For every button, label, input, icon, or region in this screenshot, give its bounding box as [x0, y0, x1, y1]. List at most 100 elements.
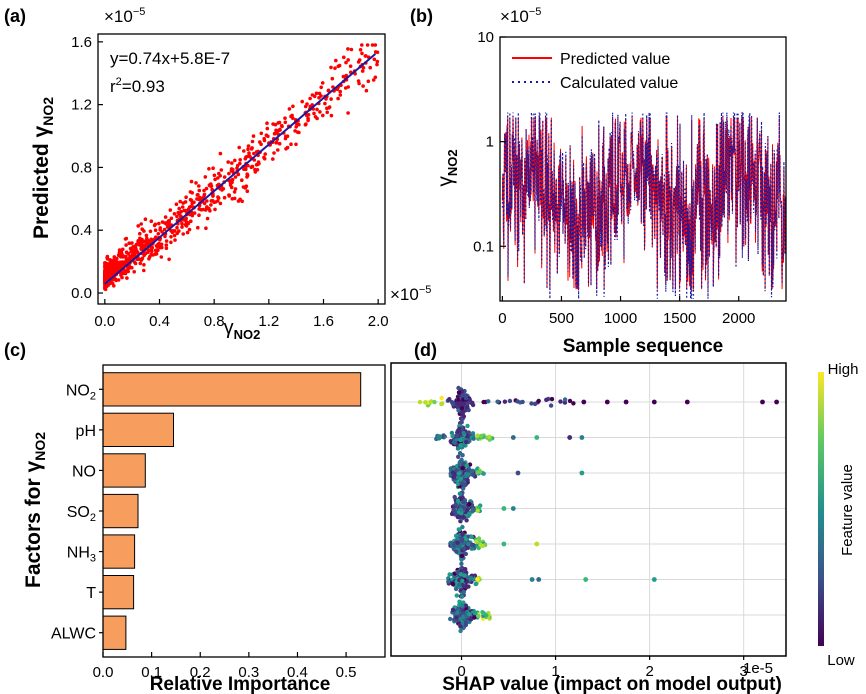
panel-d-point [458, 437, 463, 443]
panel-a-point [180, 205, 185, 209]
panel-a-point [334, 58, 338, 63]
panel-d-point [462, 482, 467, 488]
panel-c-x-tick-label: 0.3 [238, 664, 259, 681]
panel-a-point [375, 62, 379, 67]
panel-a-x-tick-label: 0.0 [94, 313, 115, 330]
panel-a-point [139, 243, 143, 248]
panel-d-point [458, 443, 463, 448]
panel-d-colorbar [818, 372, 824, 646]
panel-d-point [447, 397, 452, 402]
panel-a-point [212, 200, 216, 204]
panel-a-point [142, 229, 146, 233]
panel-d-point [459, 594, 465, 599]
panel-a-x-tick-label: 0.8 [204, 313, 225, 330]
panel-a-point [105, 254, 110, 259]
panel-a-y-tick-label: 0.0 [71, 285, 92, 302]
panel-d-point [460, 532, 465, 537]
panel-a-point [277, 141, 282, 146]
panel-a-point [230, 197, 235, 201]
panel-a-point [250, 146, 254, 150]
panel-a-point [283, 120, 288, 125]
panel-d-point [470, 506, 475, 512]
panel-d-point [465, 507, 470, 512]
panel-a-y-multiplier: ×10−5 [104, 6, 145, 26]
panel-a-point [360, 51, 364, 56]
panel-a-point [211, 194, 215, 198]
panel-b-x-tick-label: 500 [549, 310, 574, 327]
panel-a-point [140, 256, 145, 261]
panel-a-point [227, 193, 231, 198]
panel-d-point [536, 398, 541, 404]
panel-a-point [138, 231, 142, 236]
panel-a-point [150, 246, 154, 250]
panel-d-point [579, 470, 585, 476]
panel-a-point [216, 196, 221, 200]
panel-a-point [251, 134, 256, 138]
panel-a-point [196, 225, 200, 230]
panel-a-point [184, 195, 188, 199]
panel-a-point [202, 192, 207, 197]
panel-d-point [456, 390, 462, 395]
panel-d-point [567, 398, 573, 404]
panel-b-x-tick-label: 1000 [604, 310, 637, 327]
panel-d-point [479, 433, 484, 439]
panel-d-point [457, 599, 462, 604]
panel-a-point [346, 47, 350, 51]
panel-a-point [338, 89, 343, 94]
panel-c-y-tick-label: NH3 [67, 545, 96, 565]
panel-a-point [205, 216, 210, 221]
panel-a-point [315, 116, 319, 121]
panel-b-y-tick-label: 1 [486, 134, 494, 151]
panel-d-point [471, 472, 476, 478]
panel-a-point [343, 86, 348, 90]
panel-d-point [473, 581, 478, 587]
panel-d-point [581, 399, 587, 405]
panel-a-point [107, 262, 111, 267]
panel-c-x-tick-label: 0.0 [93, 664, 114, 681]
panel-c-y-tick-label: SO2 [67, 504, 96, 524]
panel-a-point [230, 177, 235, 182]
panel-a-point [252, 158, 257, 162]
panel-a-point [213, 207, 217, 212]
panel-a-point [361, 66, 366, 70]
panel-a-point [144, 243, 148, 247]
panel-a-point [222, 175, 227, 179]
panel-a-point [226, 160, 230, 164]
panel-a-point [203, 175, 208, 179]
panel-a-point [346, 58, 351, 62]
panel-a-point [164, 246, 169, 250]
panel-a-point [346, 111, 350, 115]
panel-d-point [486, 399, 491, 404]
panel-a-point [103, 273, 108, 277]
panel-a-point [271, 157, 275, 161]
panel-a-point [139, 222, 143, 226]
panel-a-point [156, 248, 160, 253]
panel-a-point [180, 225, 184, 229]
panel-d-point [455, 437, 460, 442]
panel-a-y-tick-label: 0.4 [71, 222, 92, 239]
panel-a-point [326, 88, 331, 93]
panel-a-point [262, 138, 267, 143]
panel-a-point [277, 120, 282, 125]
panel-d-point [474, 539, 479, 544]
panel-d-point [460, 409, 465, 415]
panel-c-y-tick-label: pH [76, 423, 96, 440]
panel-a-point [253, 167, 257, 172]
panel-d-point [452, 494, 457, 500]
panel-a-point [124, 254, 128, 259]
panel-a-point [245, 172, 249, 176]
panel-b-y-tick-label: 0.1 [473, 238, 494, 255]
panel-a-point [289, 142, 293, 146]
panel-d-point [447, 572, 452, 577]
panel-d-point [515, 399, 520, 404]
panel-d-point [475, 577, 480, 582]
panel-c-ticks: NO2 pH NO SO2 NH3 T ALWC 0.0 0.1 0.2 0.3 0.4 0.5 [51, 382, 357, 681]
panel-a-point [130, 248, 134, 253]
panel-d-point [464, 584, 469, 589]
panel-d-point [448, 540, 453, 545]
panel-a-point [178, 199, 182, 204]
panel-a-point [312, 94, 317, 99]
panel-d-point [453, 502, 458, 507]
panel-d-point [684, 399, 690, 405]
